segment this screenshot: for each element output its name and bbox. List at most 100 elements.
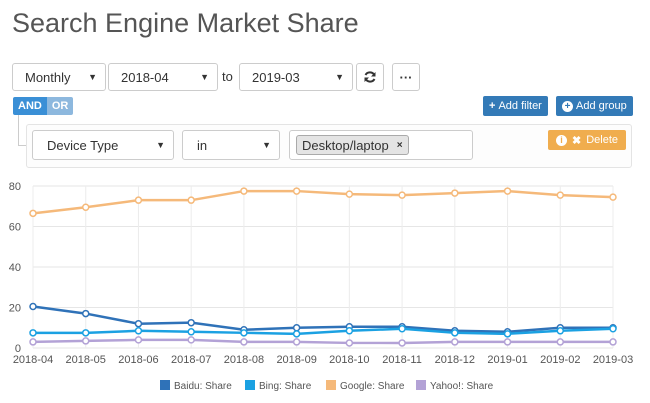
legend-swatch-yahoo	[416, 380, 426, 390]
chevron-down-icon: ▼	[262, 140, 271, 150]
x-tick-label: 2018-09	[276, 354, 316, 366]
data-point-google	[240, 187, 248, 195]
and-button[interactable]: AND	[13, 97, 47, 115]
data-point-google	[292, 187, 301, 195]
add-group-button[interactable]: + Add group	[556, 96, 633, 116]
x-tick-label: 2018-08	[224, 354, 264, 366]
delete-label: Delete	[586, 134, 618, 146]
series-line-baidu	[32, 305, 613, 334]
data-point-yahoo	[292, 338, 301, 346]
to-month-value: 2019-03	[252, 69, 300, 85]
data-point-yahoo	[134, 336, 143, 344]
data-point-yahoo	[187, 336, 195, 344]
data-point-yahoo	[29, 338, 37, 346]
more-options-button[interactable]: ···	[392, 63, 420, 91]
data-point-google	[556, 191, 565, 199]
data-point-bing	[345, 327, 354, 335]
legend-swatch-google	[326, 380, 336, 390]
data-point-bing	[609, 325, 617, 333]
data-point-google	[398, 191, 406, 199]
add-filter-label: Add filter	[498, 100, 542, 112]
chevron-down-icon: ▼	[156, 140, 165, 150]
series-line-google	[32, 189, 614, 215]
granularity-value: Monthly	[25, 69, 71, 85]
data-point-yahoo	[240, 338, 248, 346]
to-month-select[interactable]: 2019-03 ▼	[239, 63, 353, 91]
and-or-toggle: AND OR	[13, 97, 74, 115]
refresh-icon	[364, 71, 376, 83]
from-month-select[interactable]: 2018-04 ▼	[108, 63, 218, 91]
granularity-select[interactable]: Monthly ▼	[12, 63, 106, 91]
value-tag-label: Desktop/laptop	[302, 137, 389, 153]
y-tick-label: 0	[15, 343, 21, 355]
add-filter-button[interactable]: + Add filter	[483, 96, 548, 116]
x-tick-label: 2018-10	[329, 354, 369, 366]
data-point-yahoo	[609, 338, 617, 346]
data-point-baidu	[29, 302, 37, 311]
data-point-yahoo	[451, 338, 459, 346]
data-point-google	[29, 209, 37, 218]
or-button[interactable]: OR	[46, 97, 74, 115]
legend-label-yahoo: Yahoo!: Share	[430, 381, 494, 392]
y-tick-label: 60	[9, 222, 21, 234]
field-select[interactable]: Device Type ▼	[32, 130, 174, 160]
data-point-bing	[29, 329, 37, 337]
chevron-down-icon: ▼	[335, 72, 344, 82]
data-point-yahoo	[398, 339, 406, 347]
data-point-baidu	[81, 309, 90, 318]
group-connector	[18, 115, 27, 146]
data-point-bing	[240, 329, 248, 337]
data-point-bing	[134, 327, 143, 335]
y-tick-label: 20	[9, 303, 21, 315]
data-point-bing	[451, 329, 459, 337]
legend-swatch-bing	[245, 380, 255, 390]
x-tick-label: 2018-04	[13, 354, 53, 366]
data-point-bing	[292, 330, 301, 338]
data-point-google	[451, 189, 459, 197]
y-tick-label: 80	[9, 181, 21, 193]
data-point-bing	[503, 330, 512, 338]
data-point-yahoo	[503, 338, 512, 346]
legend-label-google: Google: Share	[340, 381, 405, 392]
x-tick-label: 2018-07	[171, 354, 211, 366]
operator-value: in	[197, 137, 208, 153]
delete-rule-button[interactable]: i ✖ Delete	[548, 130, 626, 150]
data-point-yahoo	[345, 339, 354, 347]
data-point-google	[187, 196, 195, 204]
x-tick-label: 2018-11	[382, 354, 422, 366]
x-tick-label: 2019-02	[540, 354, 580, 366]
data-point-bing	[187, 328, 195, 336]
legend-swatch-baidu	[160, 380, 170, 390]
legend-label-bing: Bing: Share	[259, 381, 312, 392]
data-point-yahoo	[556, 338, 565, 346]
data-point-bing	[556, 327, 565, 335]
plus-circle-icon: +	[562, 100, 573, 112]
x-tick-label: 2019-03	[593, 354, 633, 366]
chevron-down-icon: ▼	[200, 72, 209, 82]
series-line-yahoo	[32, 338, 613, 345]
x-tick-label: 2018-12	[435, 354, 475, 366]
data-point-bing	[81, 329, 90, 337]
x-tick-label: 2019-01	[487, 354, 527, 366]
value-tag: Desktop/laptop ×	[296, 135, 409, 155]
data-point-bing	[398, 325, 406, 333]
remove-tag-icon[interactable]: ×	[396, 139, 403, 151]
data-point-google	[503, 187, 512, 195]
y-tick-label: 40	[9, 262, 21, 274]
page-title: Search Engine Market Share	[12, 8, 359, 38]
x-tick-label: 2018-05	[66, 354, 106, 366]
refresh-button[interactable]	[356, 63, 384, 91]
legend-label-baidu: Baidu: Share	[174, 381, 232, 392]
ellipsis-icon: ···	[399, 69, 413, 85]
data-point-google	[609, 193, 617, 201]
data-point-baidu	[134, 319, 143, 328]
data-point-baidu	[187, 318, 195, 327]
market-share-chart: 0 20 40 60 80 2018-04 2018-05 2018-06 2018-07 20…	[9, 181, 633, 392]
operator-select[interactable]: in ▼	[182, 130, 280, 160]
chevron-down-icon: ▼	[88, 72, 97, 82]
data-point-google	[345, 190, 354, 198]
data-point-google	[134, 196, 143, 204]
add-group-label: Add group	[576, 100, 627, 112]
data-point-yahoo	[81, 337, 90, 345]
series-line-bing	[33, 327, 614, 336]
